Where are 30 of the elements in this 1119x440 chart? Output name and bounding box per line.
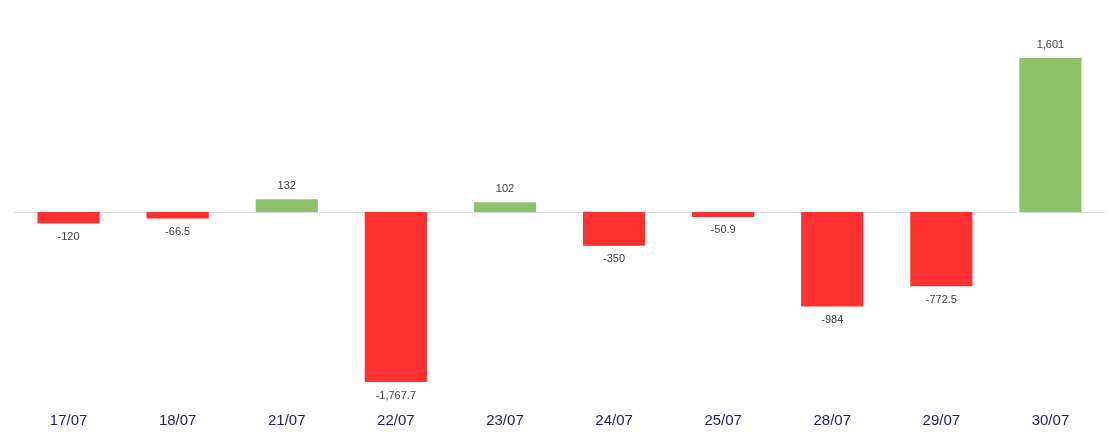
data-label: -1,767.7 xyxy=(375,388,417,401)
bar xyxy=(1019,58,1082,212)
x-tick-label: 29/07 xyxy=(922,411,961,429)
x-tick-label: 30/07 xyxy=(1031,411,1070,429)
x-tick-label: 21/07 xyxy=(267,411,306,429)
x-tick-label: 24/07 xyxy=(595,411,633,429)
x-tick-label: 22/07 xyxy=(377,411,415,429)
data-label: -350 xyxy=(603,252,626,265)
bar xyxy=(692,211,755,217)
x-tick-label: 18/07 xyxy=(158,411,197,429)
bar xyxy=(473,202,537,212)
data-label: -984 xyxy=(821,313,844,326)
data-label: -772.5 xyxy=(925,292,957,305)
bar xyxy=(255,199,318,212)
data-label: 132 xyxy=(277,178,296,191)
x-tick-label: 23/07 xyxy=(486,411,524,429)
data-label: -50.9 xyxy=(710,223,736,236)
bar xyxy=(910,211,973,287)
data-label: -66.5 xyxy=(165,224,191,237)
x-tick-label: 25/07 xyxy=(704,411,742,429)
bar xyxy=(582,211,646,246)
bar xyxy=(146,211,209,219)
bar xyxy=(37,211,100,224)
bar xyxy=(801,211,864,307)
x-tick-label: 17/07 xyxy=(49,411,88,429)
data-label: -120 xyxy=(57,230,80,243)
bar xyxy=(364,211,427,382)
data-label: 102 xyxy=(495,181,515,194)
x-tick-label: 28/07 xyxy=(813,411,852,429)
data-label: 1,601 xyxy=(1036,37,1065,50)
